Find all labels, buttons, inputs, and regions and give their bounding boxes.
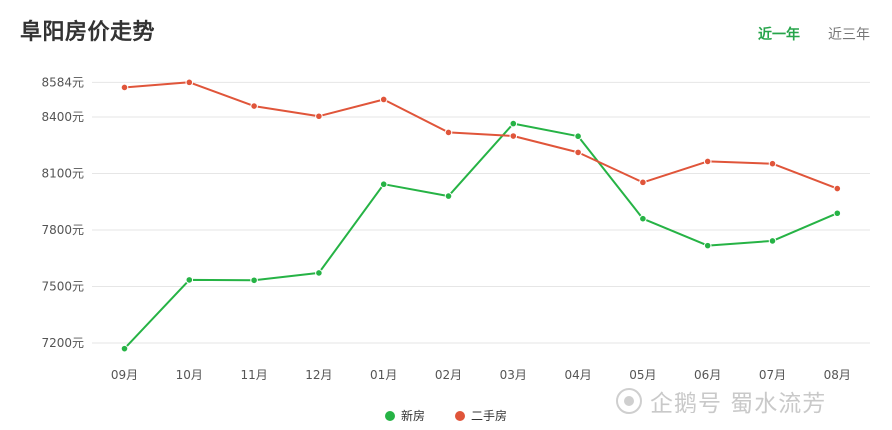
- data-point: [509, 132, 518, 140]
- x-tick-label: 01月: [370, 368, 397, 382]
- price-trend-chart: 7200元 7500元 7800元 8100元 8400元 8584元 09月 10月 11月…: [41, 75, 870, 382]
- data-point: [444, 128, 453, 137]
- x-axis: 09月 10月 11月 12月 01月 02月 03月 04月 05月 06月 07月 08月: [111, 368, 851, 382]
- tab-one-year[interactable]: 近一年: [758, 27, 800, 43]
- legend-label-new-house: 新房: [400, 409, 425, 423]
- watermark: 企鹅号 蜀水流芳: [616, 384, 826, 418]
- legend: 新房 二手房: [0, 407, 892, 424]
- grid-lines: [92, 81, 870, 344]
- series-line-second-hand: [124, 81, 838, 190]
- data-point: [639, 214, 647, 223]
- data-point: [185, 78, 194, 87]
- x-tick-label: 04月: [564, 368, 591, 382]
- data-point: [120, 344, 129, 353]
- legend-label-second-hand: 二手房: [471, 409, 508, 423]
- legend-item-second-hand[interactable]: 二手房: [455, 407, 507, 424]
- period-tabs: 近一年 近三年: [758, 24, 870, 44]
- x-tick-label: 03月: [500, 368, 527, 382]
- tab-three-years[interactable]: 近三年: [828, 27, 870, 43]
- data-point: [120, 83, 129, 92]
- data-point: [703, 241, 712, 250]
- x-tick-label: 05月: [629, 368, 656, 382]
- data-point: [250, 276, 258, 285]
- series-lines: [120, 78, 842, 353]
- data-point: [833, 209, 842, 218]
- data-point: [833, 184, 842, 193]
- y-tick-label: 7800元: [41, 223, 84, 237]
- x-tick-label: 07月: [759, 368, 786, 382]
- data-point: [315, 269, 323, 277]
- data-point: [703, 157, 712, 166]
- data-point: [315, 112, 323, 121]
- legend-marker-new-house: [384, 410, 395, 421]
- legend-marker-second-hand: [455, 410, 465, 421]
- data-point: [379, 95, 388, 104]
- data-point: [250, 102, 258, 110]
- data-point: [768, 159, 777, 168]
- y-tick-label: 8400元: [41, 110, 84, 124]
- penguin-logo-icon: [616, 388, 642, 414]
- data-point: [444, 192, 453, 200]
- x-tick-label: 09月: [111, 368, 138, 382]
- y-tick-label: 7500元: [41, 280, 84, 294]
- x-tick-label: 12月: [305, 368, 332, 382]
- y-tick-label: 7200元: [41, 336, 84, 350]
- y-axis: 7200元 7500元 7800元 8100元 8400元 8584元: [41, 75, 84, 350]
- page-title: 阜阳房价走势: [20, 20, 156, 45]
- x-tick-label: 06月: [694, 368, 721, 382]
- y-tick-label: 8584元: [41, 75, 84, 89]
- x-tick-label: 02月: [435, 368, 462, 382]
- x-tick-label: 08月: [824, 368, 851, 382]
- data-point: [185, 276, 194, 284]
- legend-item-new-house[interactable]: 新房: [384, 407, 425, 424]
- data-point: [379, 180, 388, 189]
- data-point: [768, 237, 777, 245]
- watermark-text: 企鹅号 蜀水流芳: [650, 391, 827, 417]
- x-tick-label: 10月: [176, 368, 203, 382]
- y-tick-label: 8100元: [41, 167, 84, 181]
- data-point: [574, 132, 582, 141]
- data-point: [574, 148, 582, 157]
- series-line-new-house: [123, 122, 838, 350]
- data-point: [639, 178, 647, 187]
- data-point: [509, 119, 518, 128]
- x-tick-label: 11月: [240, 368, 267, 382]
